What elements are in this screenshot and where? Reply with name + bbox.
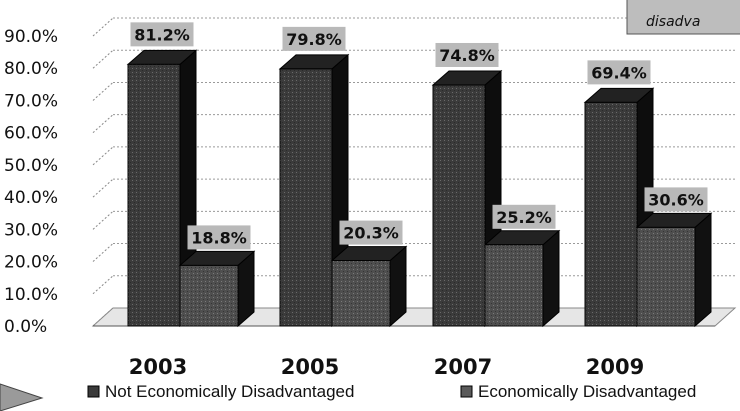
data-label-series1-2009-text: 69.4% xyxy=(591,63,647,82)
legend-label-2: Economically Disadvantaged xyxy=(478,382,696,401)
bar-series2-2007-front xyxy=(484,244,544,327)
data-label-series1-2003: 81.2% xyxy=(130,22,194,47)
annotation-box: disadva xyxy=(626,0,740,35)
category-label-2003: 2003 xyxy=(129,355,187,379)
data-label-series2-2005: 20.3% xyxy=(339,220,403,245)
data-label-series2-2009: 30.6% xyxy=(644,187,708,212)
y-tick-label: 0.0% xyxy=(4,317,47,337)
data-label-series1-2007: 74.8% xyxy=(435,42,499,67)
bar-series2-2007 xyxy=(483,229,561,328)
category-label-2005: 2005 xyxy=(281,355,339,379)
legend-swatch-2 xyxy=(460,385,473,398)
data-label-series2-2007: 25.2% xyxy=(492,204,556,229)
data-label-series2-2003: 18.8% xyxy=(187,225,251,250)
y-tick-label: 80.0% xyxy=(4,59,58,79)
gridline-depth xyxy=(92,178,114,198)
y-tick-label: 50.0% xyxy=(4,156,58,176)
y-axis-ticks: 0.0% 10.0% 20.0% 30.0% 40.0% 50.0% 60.0% 70.0% 8… xyxy=(4,27,58,337)
category-label-2007: 2007 xyxy=(434,355,492,379)
x-axis-categories: 2003 2005 2007 2009 xyxy=(129,355,644,379)
bar-series2-2005-front xyxy=(331,260,391,327)
gridline-depth xyxy=(92,243,114,262)
bar-series2-2003-front xyxy=(179,264,239,327)
annotation-text: disadva xyxy=(646,14,700,30)
data-labels: 81.2% 18.8% 79.8% 20.3% 74.8% 25.2% 69.4% 30.6% xyxy=(130,22,708,250)
data-label-series1-2003-text: 81.2% xyxy=(134,25,190,44)
bar-series1-2005-front xyxy=(279,68,333,327)
gridline-depth xyxy=(92,17,114,37)
gridlines xyxy=(92,17,735,327)
data-label-series1-2005-text: 79.8% xyxy=(286,30,342,49)
data-label-series1-2009: 69.4% xyxy=(587,60,651,85)
data-label-series2-2009-text: 30.6% xyxy=(648,190,704,209)
data-label-series1-2005: 79.8% xyxy=(282,26,346,51)
bar-series1-2007 xyxy=(431,69,503,328)
y-tick-label: 30.0% xyxy=(4,220,58,240)
y-tick-label: 40.0% xyxy=(4,188,58,208)
y-tick-label: 10.0% xyxy=(4,285,58,305)
category-label-2009: 2009 xyxy=(586,355,644,379)
bar-series1-2009-front xyxy=(584,101,638,327)
legend: Not Economically Disadvantaged Economical… xyxy=(87,382,696,401)
data-label-series2-2005-text: 20.3% xyxy=(343,224,399,243)
bar-series1-2007-front xyxy=(432,84,486,327)
bar-series2-2009-front xyxy=(636,226,696,327)
bars xyxy=(126,49,713,328)
bar-series2-2007-side xyxy=(542,229,560,328)
y-tick-label: 60.0% xyxy=(4,124,58,144)
gridline-depth xyxy=(92,275,114,295)
bar-series1-2003-front xyxy=(127,63,181,327)
data-label-series2-2007-text: 25.2% xyxy=(496,208,552,227)
gridline-depth xyxy=(92,82,114,101)
legend-swatch-1 xyxy=(87,385,100,398)
bar-series2-2005 xyxy=(330,245,408,328)
legend-label-1: Not Economically Disadvantaged xyxy=(105,382,354,401)
y-tick-label: 70.0% xyxy=(4,91,58,111)
gridline-depth xyxy=(92,210,114,230)
y-tick-label: 90.0% xyxy=(4,27,58,47)
gridline-depth xyxy=(92,146,114,166)
data-label-series2-2003-text: 18.8% xyxy=(191,228,247,247)
gridline-depth xyxy=(92,49,114,69)
bar-series2-2009-side xyxy=(694,212,712,328)
data-label-series1-2007-text: 74.8% xyxy=(439,46,495,65)
gridline-depth xyxy=(92,114,114,134)
bar-series2-2009 xyxy=(635,212,713,328)
decorative-arrow-shape xyxy=(0,383,44,411)
y-tick-label: 20.0% xyxy=(4,253,58,273)
bar-series2-2003 xyxy=(178,250,256,328)
